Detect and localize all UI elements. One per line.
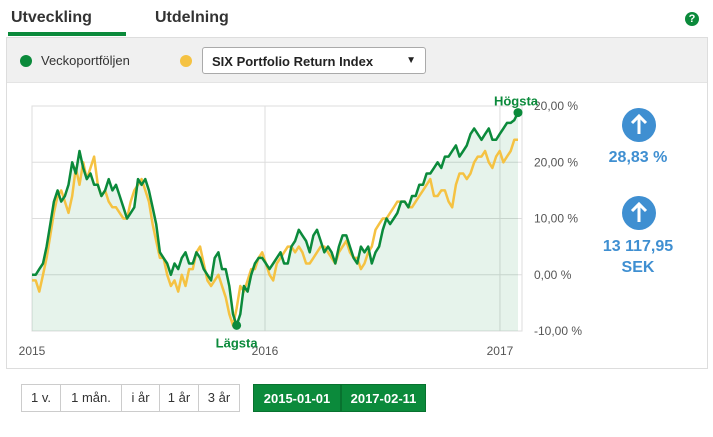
low-marker xyxy=(232,320,242,330)
arrow-up-icon xyxy=(622,196,656,230)
range-1y-button[interactable]: 1 år xyxy=(159,384,199,412)
return-currency: SEK xyxy=(621,259,655,276)
series-2-dot xyxy=(180,55,192,67)
help-icon[interactable]: ? xyxy=(685,12,699,26)
arrow-up-icon xyxy=(622,108,656,142)
y-tick-label: -10,00 % xyxy=(534,324,582,338)
return-amount: 13 117,95 xyxy=(602,238,674,255)
active-tab-indicator xyxy=(8,32,126,36)
index-select[interactable]: SIX Portfolio Return Index ▼ xyxy=(202,47,426,74)
tab-utveckling[interactable]: Utveckling xyxy=(11,9,92,26)
tab-bar: Utveckling Utdelning ? xyxy=(0,0,713,36)
range-ytd-button[interactable]: i år xyxy=(121,384,160,412)
y-tick-label: 20,00 % xyxy=(534,155,578,169)
x-tick-label: 2016 xyxy=(252,344,279,358)
low-label: Lägsta xyxy=(216,335,259,350)
annotations: Högsta Lägsta xyxy=(216,94,539,351)
x-tick-label: 2015 xyxy=(19,344,46,358)
return-percent: 28,83 % xyxy=(608,149,668,166)
y-tick-label: 0,00 % xyxy=(534,268,572,282)
series-area xyxy=(32,112,518,331)
series-line-portfolio xyxy=(32,112,520,327)
index-select-value: SIX Portfolio Return Index xyxy=(212,54,374,69)
series-1-label: Veckoportföljen xyxy=(41,53,130,68)
high-marker xyxy=(513,108,523,118)
x-tick-label: 2017 xyxy=(487,344,514,358)
y-tick-label: 10,00 % xyxy=(534,212,578,226)
tab-utdelning[interactable]: Utdelning xyxy=(155,9,229,26)
date-to-button[interactable]: 2017-02-11 xyxy=(341,384,426,412)
x-axis-labels: 2015 2016 2017 xyxy=(19,344,514,358)
chart-grid xyxy=(31,105,523,332)
range-3y-button[interactable]: 3 år xyxy=(198,384,240,412)
date-from-button[interactable]: 2015-01-01 xyxy=(253,384,341,412)
y-axis-labels: 20,00 % 20,00 % 10,00 % 0,00 % -10,00 % xyxy=(534,99,582,338)
range-1m-button[interactable]: 1 mån. xyxy=(60,384,122,412)
series-line-index xyxy=(32,138,518,327)
chevron-down-icon: ▼ xyxy=(406,55,416,66)
high-label: Högsta xyxy=(494,94,539,109)
y-tick-label: 20,00 % xyxy=(534,99,578,113)
series-1-dot xyxy=(20,55,32,67)
legend-bar: Veckoportföljen SIX Portfolio Return Ind… xyxy=(7,38,707,83)
range-1w-button[interactable]: 1 v. xyxy=(21,384,61,412)
